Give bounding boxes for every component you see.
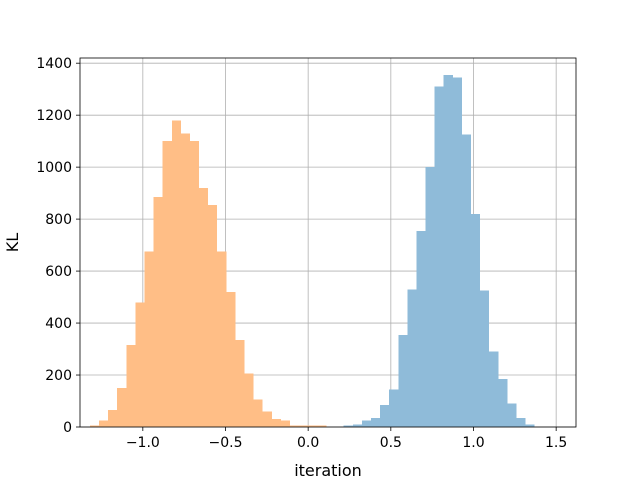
histogram-bar-series0-10	[180, 133, 190, 427]
histogram-bar-series0-4	[126, 345, 136, 427]
y-tick-label-5: 1000	[36, 160, 72, 176]
histogram-bar-series1-10	[434, 86, 444, 428]
histogram-bar-series0-7	[153, 197, 163, 427]
y-tick-label-2: 400	[45, 316, 72, 332]
histogram-bar-series1-3	[370, 417, 381, 427]
histogram-bar-series1-13	[461, 134, 472, 427]
histogram-bar-series1-20	[525, 424, 535, 427]
histogram-bar-series0-24	[308, 425, 318, 427]
histogram-bar-series0-6	[144, 251, 154, 427]
histogram-bar-series1-2	[361, 420, 371, 427]
histogram-bar-series0-3	[117, 388, 127, 427]
bars	[89, 74, 535, 428]
histogram-bar-series1-5	[389, 389, 399, 427]
histogram-bar-series1-11	[443, 74, 453, 428]
x-tick-label-1: −0.5	[208, 435, 242, 451]
histogram-bar-series0-0	[89, 425, 100, 427]
y-tick-label-1: 200	[45, 368, 72, 384]
histogram-bar-series0-20	[271, 419, 281, 427]
histogram-bar-series0-12	[199, 187, 209, 427]
histogram-bar-series0-19	[262, 411, 272, 427]
histogram-bar-series0-9	[171, 120, 181, 427]
histogram-bar-series1-7	[407, 289, 417, 427]
histogram-bar-series0-14	[217, 251, 227, 427]
histogram-bar-series0-13	[208, 204, 218, 427]
histogram-bar-series0-2	[108, 410, 118, 427]
x-axis-label: iteration	[294, 461, 362, 480]
plot-frame	[79, 57, 577, 428]
histogram-bar-series1-17	[498, 378, 508, 427]
histogram-bar-series0-5	[135, 302, 145, 427]
histogram-bar-series0-25	[317, 425, 327, 427]
histogram-bar-series1-9	[425, 167, 435, 427]
histogram-bar-series1-6	[398, 334, 408, 427]
x-tick-label-0: −1.0	[126, 435, 160, 451]
histogram-bar-series1-0	[343, 425, 353, 427]
histogram-bar-series0-11	[189, 141, 200, 428]
x-tick-label-5: 1.5	[545, 435, 567, 451]
histogram-bar-series0-8	[162, 141, 172, 428]
histogram-bar-series1-12	[452, 77, 462, 427]
histogram-bar-series1-1	[352, 424, 362, 427]
histogram-bar-series1-18	[507, 403, 517, 427]
ticks: −1.0 −0.5 0.0 0.5 1.0 1.5 0 200 400 600 800 1000 120…	[36, 56, 567, 451]
y-tick-label-4: 800	[45, 212, 72, 228]
x-tick-label-4: 1.0	[462, 435, 484, 451]
histogram-bar-series1-14	[471, 213, 481, 427]
y-tick-label-7: 1400	[36, 56, 72, 72]
histogram-bar-series1-15	[480, 290, 490, 427]
x-tick-label-2: 0.0	[297, 435, 319, 451]
y-axis-label: KL	[3, 233, 22, 252]
histogram-bar-series0-18	[253, 399, 263, 427]
y-tick-label-0: 0	[63, 420, 72, 436]
y-tick-label-3: 600	[45, 264, 72, 280]
histogram-bar-series0-23	[299, 425, 309, 427]
histogram-bar-series0-15	[226, 291, 236, 427]
x-tick-label-3: 0.5	[380, 435, 402, 451]
histogram-bar-series0-16	[235, 339, 245, 427]
y-tick-label-6: 1200	[36, 108, 72, 124]
histogram-bar-series0-1	[99, 420, 109, 427]
histogram-bar-series0-17	[244, 373, 254, 427]
histogram-bar-series0-22	[289, 425, 300, 427]
histogram-bar-series1-8	[416, 230, 426, 427]
histogram-bar-series0-21	[280, 420, 290, 427]
histogram-bar-series1-19	[516, 417, 526, 427]
histogram-bar-series1-4	[380, 404, 390, 427]
histogram-bar-series1-16	[489, 351, 499, 427]
